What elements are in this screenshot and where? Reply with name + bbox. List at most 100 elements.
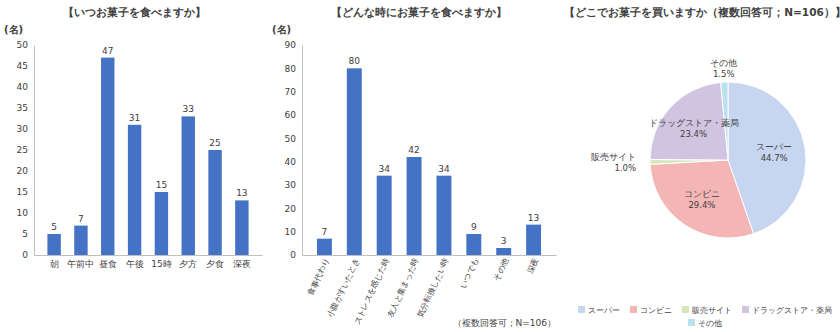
bar — [466, 234, 481, 255]
y-tick: 35 — [17, 103, 34, 113]
legend-label: ドラッグストア・薬局 — [752, 306, 832, 315]
data-label: 5 — [51, 222, 57, 232]
x-tick: 食事代わり — [306, 255, 331, 297]
slice-label-value: 44.7% — [761, 153, 788, 163]
y-tick: 25 — [17, 145, 34, 155]
x-tick: 夕食 — [206, 255, 224, 269]
x-tick: 午後 — [126, 255, 144, 269]
bar — [317, 239, 332, 255]
data-label: 3 — [501, 236, 507, 246]
bar — [436, 176, 451, 255]
x-tick-label: 朝 — [50, 259, 59, 269]
y-tick-label: 5 — [22, 229, 28, 239]
y-tick: 20 — [17, 166, 34, 176]
legend-item: その他 — [688, 319, 722, 328]
data-label: 7 — [322, 227, 328, 237]
bar — [128, 125, 141, 255]
x-tick: 気分転換したい時 — [415, 255, 450, 319]
bar — [407, 157, 422, 255]
chart-title: 【どんな時にお菓子を食べますか】 — [331, 6, 507, 19]
y-tick-label: 0 — [22, 250, 28, 260]
chart-root: 【いつお菓子を食べますか】(名)05101520253035404550朝午前中… — [0, 0, 840, 332]
legend-label: スーパー — [588, 306, 620, 315]
annotation: （複数回答可；N=106） — [453, 318, 556, 328]
data-labels: 7803442349313 — [322, 56, 540, 246]
slice-label-name: 販売サイト — [591, 152, 636, 162]
data-label: 25 — [209, 138, 220, 148]
legend-swatch — [742, 306, 749, 313]
bar — [235, 200, 248, 255]
legend-swatch — [630, 306, 637, 313]
y-tick: 30 — [285, 180, 302, 190]
y-tick-label: 35 — [17, 103, 28, 113]
x-tick-label: 深夜 — [525, 257, 540, 275]
x-tick: 夕方 — [179, 255, 197, 269]
x-tick-label: 友人と集まった時 — [385, 257, 420, 319]
y-tick-label: 0 — [290, 250, 296, 260]
slices — [650, 82, 806, 238]
data-labels: 57473115332513 — [51, 46, 247, 232]
x-tick: 午前中 — [67, 255, 94, 269]
x-tick: 昼食 — [99, 255, 117, 269]
slice-label-name: その他 — [710, 58, 737, 68]
y-tick-label: 40 — [17, 82, 29, 92]
y-tick-label: 50 — [285, 134, 297, 144]
y-tick-label: 20 — [285, 204, 297, 214]
bar — [526, 225, 541, 255]
bar — [208, 150, 221, 255]
slice-label-value: 1.0% — [614, 163, 636, 173]
x-tick: 15時 — [151, 255, 171, 269]
x-axis: 朝午前中昼食午後 15時夕方夕食深夜 — [35, 255, 263, 269]
bar — [182, 116, 195, 255]
data-label: 31 — [129, 113, 140, 123]
slice-label-value: 1.5% — [713, 69, 735, 79]
y-tick-label: 10 — [17, 208, 29, 218]
y-tick: 5 — [22, 229, 34, 239]
bar — [101, 58, 114, 255]
bars — [317, 68, 541, 255]
data-label: 80 — [349, 56, 361, 66]
y-tick: 80 — [285, 64, 302, 74]
x-tick-label: 小腹がすいたとき — [326, 257, 361, 319]
y-tick: 30 — [17, 124, 34, 134]
slice-label-name: ドラッグストア・薬局 — [648, 118, 738, 128]
y-tick-label: 10 — [285, 227, 297, 237]
data-label: 7 — [78, 214, 84, 224]
data-label: 34 — [378, 164, 390, 174]
x-tick-label: 午前中 — [67, 259, 94, 269]
y-tick-label: 60 — [285, 110, 297, 120]
y-tick: 50 — [17, 40, 34, 50]
data-label: 42 — [408, 145, 419, 155]
legend-item: スーパー — [578, 306, 620, 315]
x-tick-label: 夕食 — [206, 259, 224, 269]
bar — [74, 226, 87, 255]
y-tick: 20 — [285, 204, 302, 214]
y-tick: 40 — [285, 157, 302, 167]
x-tick-label: 深夜 — [233, 259, 251, 269]
bar — [347, 68, 362, 255]
x-tick: 深夜 — [525, 255, 540, 275]
legend-item: コンビニ — [630, 306, 672, 315]
x-tick-label: いつでも — [459, 257, 481, 290]
data-label: 33 — [183, 104, 194, 114]
data-labels: スーパー44.7%コンビニ29.4%販売サイト1.0%ドラッグストア・薬局23.… — [591, 58, 792, 210]
y-tick-label: 20 — [17, 166, 29, 176]
y-tick: 45 — [17, 61, 34, 71]
y-tick-label: 90 — [285, 40, 297, 50]
slice-label-name: コンビニ — [684, 189, 720, 199]
slice-label-value: 23.4% — [680, 129, 707, 139]
x-tick: 友人と集まった時 — [385, 255, 420, 319]
y-tick: 15 — [17, 187, 34, 197]
chart-title: 【どこでお菓子を買いますか（複数回答可；N=106）】 — [564, 6, 840, 19]
x-tick: 朝 — [50, 255, 59, 269]
y-axis: 0 5 10 15 20 25 30 35 40 45 50 — [17, 40, 35, 260]
x-tick-label: 気分転換したい時 — [415, 257, 450, 319]
y-tick: 10 — [17, 208, 34, 218]
y-tick: 60 — [285, 110, 302, 120]
y-tick-label: 40 — [285, 157, 297, 167]
legend-label: その他 — [698, 319, 722, 328]
x-tick: いつでも — [459, 255, 481, 290]
data-label: 13 — [236, 188, 247, 198]
legend-label: 販売サイト — [692, 306, 732, 315]
x-axis-line — [303, 255, 557, 256]
